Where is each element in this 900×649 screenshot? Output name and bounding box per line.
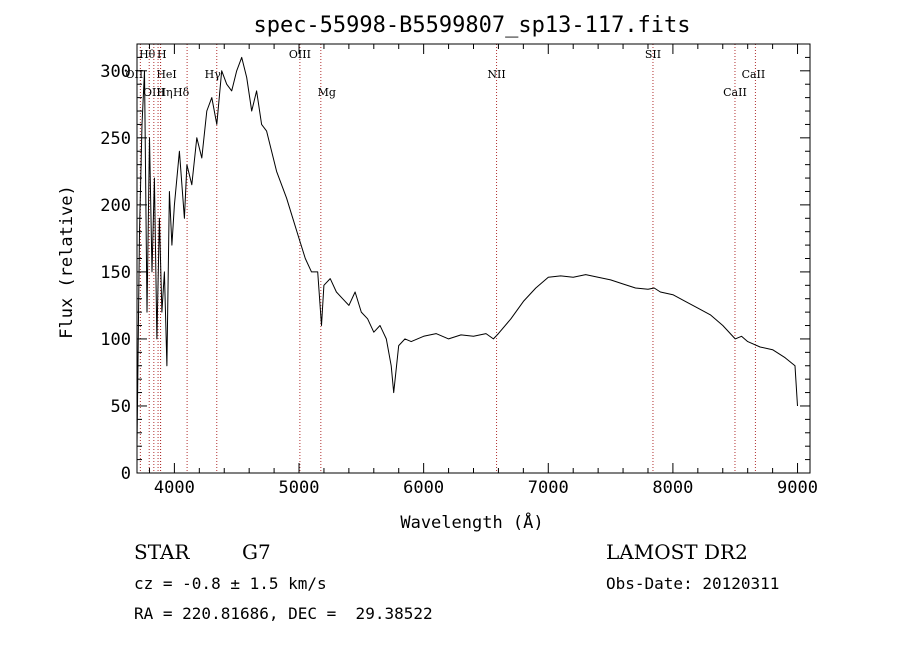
survey-name: LAMOST DR2 (606, 540, 748, 564)
line-marker-label: Mg (318, 86, 336, 99)
y-tick-label: 0 (121, 464, 131, 484)
line-marker-label: Hη (156, 86, 172, 99)
line-marker-label: Hγ (205, 68, 222, 81)
plot-frame (136, 43, 811, 474)
line-marker-label: OIII (289, 48, 311, 61)
line-marker-label: H (157, 48, 167, 61)
data-layer (136, 56, 798, 447)
object-class: STAR (134, 540, 190, 564)
x-axis-title: Wavelength (Å) (400, 511, 543, 533)
chart-title: spec-55998-B5599807_sp13-117.fits (253, 13, 690, 38)
y-tick-label: 150 (100, 263, 131, 283)
x-tick-label: 7000 (528, 478, 569, 498)
obs-date-text: Obs-Date: 20120311 (606, 574, 780, 593)
y-tick-label: 100 (100, 330, 131, 350)
x-tick-label: 5000 (279, 478, 320, 498)
object-subclass: G7 (242, 540, 271, 564)
line-marker-label: CaII (742, 68, 766, 81)
x-tick-label: 9000 (777, 478, 818, 498)
coordinates-text: RA = 220.81686, DEC = 29.38522 (134, 604, 433, 623)
line-marker-label: Hδ (173, 86, 190, 99)
y-tick-label: 300 (100, 62, 131, 82)
line-marker-label: CaII (723, 86, 747, 99)
redshift-text: cz = -0.8 ± 1.5 km/s (134, 574, 327, 593)
line-marker-label: Hθ (139, 48, 156, 61)
y-tick-label: 50 (111, 397, 131, 417)
tick-layer: 4000 5000 6000 7000 8000 9000 0 50 100 150 200 250 3… (100, 43, 818, 498)
line-marker-label: HeI (156, 68, 176, 81)
line-marker-label: SII (645, 48, 661, 61)
x-tick-label: 8000 (652, 478, 693, 498)
x-tick-label: 4000 (154, 478, 195, 498)
y-axis-title: Flux (relative) (57, 185, 77, 339)
y-tick-label: 250 (100, 129, 131, 149)
line-marker-label: OIII (143, 86, 165, 99)
y-tick-label: 200 (100, 196, 131, 216)
line-marker-label: NII (487, 68, 505, 81)
x-tick-label: 6000 (403, 478, 444, 498)
spectrum-line (136, 56, 798, 447)
